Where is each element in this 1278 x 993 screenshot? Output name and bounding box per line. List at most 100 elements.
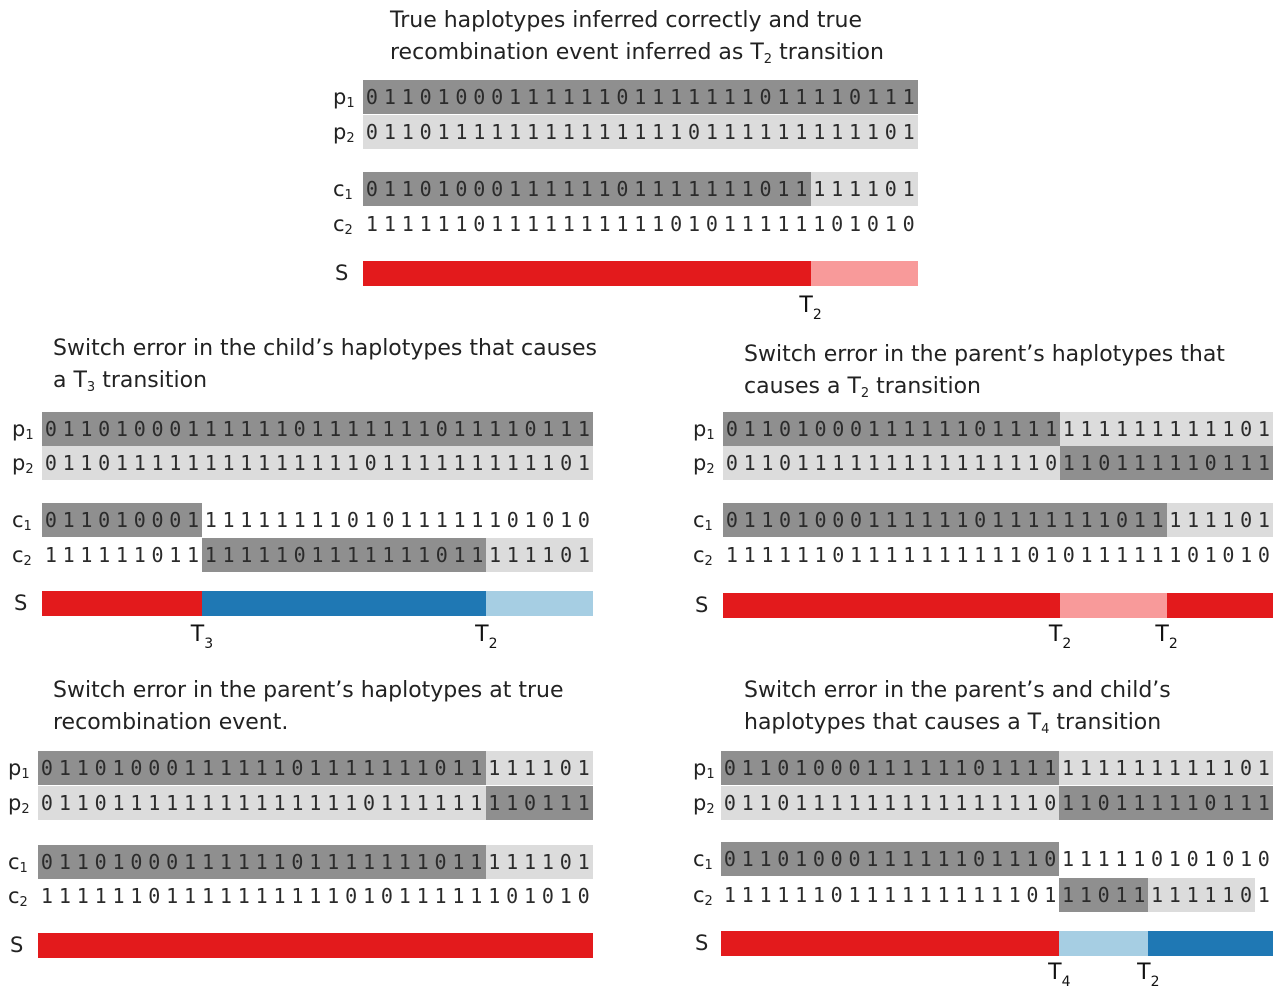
allele: 1	[544, 177, 557, 201]
allele: 1	[401, 120, 414, 144]
allele: 1	[166, 884, 179, 908]
allele: 1	[542, 451, 555, 475]
allele: 1	[1079, 883, 1092, 907]
allele: 1	[258, 508, 271, 532]
allele: 1	[1151, 543, 1164, 567]
title-line-2: recombination event inferred as T2 trans…	[390, 37, 884, 76]
allele: 0	[1116, 508, 1129, 532]
row-label-subscript: 1	[21, 767, 30, 782]
state-segment-blue	[201, 591, 487, 616]
haplotype-block-light	[1166, 503, 1273, 537]
allele: 1	[365, 212, 378, 236]
transition-label: T4	[1039, 962, 1079, 993]
allele: 0	[849, 508, 863, 532]
allele: 1	[759, 120, 772, 144]
state-segment-lightblue	[486, 591, 593, 616]
allele: 1	[831, 120, 844, 144]
allele: 0	[779, 417, 792, 441]
allele: 1	[795, 756, 808, 780]
allele: 1	[796, 451, 809, 475]
allele: 1	[1062, 847, 1075, 871]
allele: 1	[1240, 543, 1253, 567]
allele: 1	[1186, 756, 1199, 780]
allele: 1	[1116, 451, 1129, 475]
allele: 0	[1204, 451, 1217, 475]
allele: 1	[1151, 417, 1164, 441]
allele: 1	[937, 791, 950, 815]
allele: 0	[293, 543, 306, 567]
allele: 1	[524, 451, 537, 475]
allele: 1	[398, 850, 411, 874]
allele: 1	[1115, 883, 1128, 907]
allele: 1	[526, 85, 539, 109]
allele: 1	[761, 508, 774, 532]
transition-label: T3	[182, 624, 222, 655]
row-label-p2: p2	[333, 122, 355, 149]
allele: 1	[991, 543, 1004, 567]
allele: 1	[956, 417, 969, 441]
allele: 0	[670, 212, 683, 236]
allele: 1	[471, 543, 484, 567]
transition-subscript: 3	[204, 636, 214, 652]
haplotype-block-light	[485, 845, 593, 879]
allele: 1	[866, 883, 879, 907]
allele: 1	[1115, 847, 1128, 871]
allele: 1	[204, 417, 217, 441]
allele: 1	[80, 417, 93, 441]
allele: 1	[473, 120, 486, 144]
allele: 1	[273, 884, 286, 908]
allele: 1	[400, 508, 413, 532]
panel-title: Switch error in the child’s haplotypes t…	[53, 333, 597, 404]
title-line-2: recombination event.	[53, 707, 564, 746]
allele: 1	[329, 451, 342, 475]
row-label-c1: c1	[8, 852, 28, 879]
allele: 1	[383, 120, 396, 144]
transition-letter: T	[1155, 622, 1169, 647]
haplotype-block-dark	[201, 538, 487, 572]
allele: 1	[240, 451, 253, 475]
allele: 1	[937, 847, 950, 871]
allele: 0	[473, 212, 486, 236]
allele: 1	[437, 120, 450, 144]
allele: 1	[76, 850, 89, 874]
allele: 1	[204, 543, 217, 567]
allele: 1	[382, 417, 395, 441]
allele: 0	[1062, 543, 1075, 567]
row-label-subscript: 1	[19, 861, 28, 876]
allele: 1	[419, 212, 432, 236]
allele: 1	[130, 791, 143, 815]
allele: 1	[453, 508, 466, 532]
allele: 0	[814, 417, 827, 441]
allele: 1	[1027, 508, 1040, 532]
title-line-1: Switch error in the child’s haplotypes t…	[53, 336, 598, 361]
allele: 1	[1009, 451, 1022, 475]
allele: 1	[329, 417, 342, 441]
allele: 1	[293, 451, 306, 475]
allele: 1	[1009, 508, 1022, 532]
allele: 1	[327, 756, 340, 780]
allele: 1	[902, 120, 915, 144]
allele: 1	[345, 850, 358, 874]
allele: 1	[1151, 508, 1164, 532]
allele: 1	[1204, 756, 1217, 780]
allele: 1	[723, 212, 736, 236]
transition-label: T2	[1040, 624, 1080, 655]
allele: 1	[258, 417, 271, 441]
allele: 1	[222, 451, 235, 475]
allele: 1	[222, 508, 235, 532]
allele: 0	[542, 508, 555, 532]
allele: 1	[382, 543, 395, 567]
allele: 1	[400, 417, 413, 441]
allele: 1	[777, 177, 790, 201]
allele: 0	[166, 756, 179, 780]
allele: 1	[509, 120, 522, 144]
allele: 1	[938, 508, 951, 532]
allele: 0	[902, 212, 915, 236]
allele: 1	[1044, 756, 1057, 780]
